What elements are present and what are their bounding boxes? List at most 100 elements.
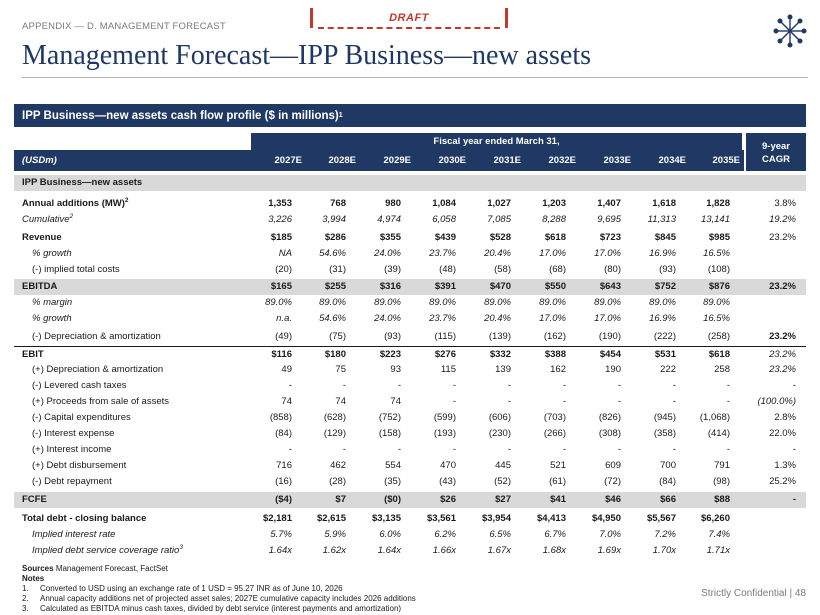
row-label: % margin [32, 297, 73, 308]
table-cell: 791 [714, 460, 730, 471]
table-cell: 609 [605, 460, 621, 471]
fiscal-year-header: Fiscal year ended March 31, [251, 133, 742, 150]
cagr-cell: 22.0% [769, 428, 796, 439]
table-cell: $985 [708, 232, 730, 243]
table-cell: (75) [329, 331, 346, 342]
table-cell: $876 [708, 281, 730, 292]
sources-label: Sources [22, 564, 54, 573]
section-footnote-ref: 1 [338, 112, 343, 119]
table-cell: $7 [335, 494, 346, 505]
row-label: Cumulative2 [22, 212, 74, 225]
table-cell: 16.5% [703, 248, 730, 259]
table-cell: $46 [605, 494, 621, 505]
table-cell: (16) [275, 476, 292, 487]
table-cell: 1.66x [432, 545, 456, 556]
footnote: 2. Annual capacity additions net of proje… [22, 594, 416, 604]
table-cell: $26 [440, 494, 456, 505]
draft-label: DRAFT [389, 12, 429, 24]
row-label: (+) Depreciation & amortization [32, 364, 164, 375]
table-cell: $223 [379, 349, 401, 360]
table-cell: 1.69x [597, 545, 621, 556]
cagr-header: 9-year CAGR [746, 133, 806, 171]
cagr-header-line1: 9-year [762, 141, 790, 152]
table-cell: 7.0% [599, 529, 621, 540]
table-cell: 1,828 [706, 198, 730, 209]
table-cell: - [726, 444, 730, 455]
footnote-text: Annual capacity additions net of project… [40, 594, 416, 603]
footnote-number: 3. [22, 604, 29, 613]
footnote-number: 2. [22, 594, 29, 603]
table-cell: (49) [275, 331, 292, 342]
table-cell: $180 [324, 349, 346, 360]
table-row: EBIT $116 $180 $223 $276 $332 $388 $454 $531 $618… [14, 346, 806, 362]
table-cell: 89.0% [374, 297, 401, 308]
table-cell: (20) [275, 264, 292, 275]
table-cell: - [452, 396, 456, 407]
table-row: Annual additions (MW)2 1,353 768 980 1,084 1,… [14, 196, 806, 212]
table-cell: $316 [379, 281, 401, 292]
table-cell: 716 [276, 460, 292, 471]
column-header-row: (USDm) 2027E 2028E 2029E 2030E 2031E 2032E 203… [14, 150, 744, 171]
row-label: (+) Debt disbursement [32, 460, 127, 471]
table-cell: (190) [598, 331, 621, 342]
table-row: EBITDA $165 $255 $316 $391 $470 $550 $643 $752 $8… [14, 279, 806, 295]
table-cell: 89.0% [649, 297, 676, 308]
table-cell: $27 [495, 494, 511, 505]
year-header-2028E: 2028E [328, 155, 356, 166]
table-cell: $165 [270, 281, 292, 292]
table-cell: 16.5% [703, 313, 730, 324]
table-cell: 1.67x [487, 545, 511, 556]
table-cell: 162 [550, 364, 566, 375]
page-title: Management Forecast—IPP Business—new ass… [22, 40, 591, 71]
year-header-2031E: 2031E [493, 155, 521, 166]
table-cell: 1,084 [432, 198, 456, 209]
footnote-number: 1. [22, 584, 29, 593]
table-row: % growth NA 54.6% 24.0% 23.7% 20.4% 17.0% 17.0%… [14, 246, 806, 262]
table-cell: $470 [489, 281, 511, 292]
table-cell: (139) [488, 331, 511, 342]
year-header-2034E: 2034E [658, 155, 686, 166]
table-cell: $391 [434, 281, 456, 292]
table-cell: 462 [330, 460, 346, 471]
cagr-cell: 25.2% [769, 476, 796, 487]
table-cell: - [452, 444, 456, 455]
table-cell: (599) [433, 412, 456, 423]
cagr-cell: - [792, 444, 796, 455]
table-cell: $3,954 [481, 513, 511, 524]
table-cell: (414) [707, 428, 730, 439]
cagr-cell: - [792, 380, 796, 391]
table-cell: $723 [599, 232, 621, 243]
year-header-2027E: 2027E [274, 155, 302, 166]
table-cell: $2,181 [262, 513, 292, 524]
table-cell: 1.64x [268, 545, 292, 556]
table-cell: 5.7% [270, 529, 292, 540]
table-cell: - [726, 396, 730, 407]
table-cell: - [507, 396, 511, 407]
row-label: (-) Interest expense [32, 428, 115, 439]
table-cell: (162) [543, 331, 566, 342]
table-cell: (93) [659, 264, 676, 275]
table-cell: 1.70x [652, 545, 676, 556]
table-cell: $41 [550, 494, 566, 505]
table-cell: ($0) [384, 494, 401, 505]
table-cell: - [617, 380, 621, 391]
table-cell: 17.0% [539, 313, 566, 324]
table-cell: (84) [659, 476, 676, 487]
table-cell: 521 [550, 460, 566, 471]
table-cell: 5.9% [324, 529, 346, 540]
table-cell: 16.9% [649, 248, 676, 259]
table-cell: $4,413 [536, 513, 566, 524]
table-cell: $388 [544, 349, 566, 360]
table-cell: 445 [495, 460, 511, 471]
table-cell: $531 [654, 349, 676, 360]
table-cell: (308) [598, 428, 621, 439]
table-cell: - [342, 444, 346, 455]
table-cell: (752) [378, 412, 401, 423]
table-cell: 6,058 [432, 214, 456, 225]
section-title-bar: IPP Business—new assets cash flow profil… [14, 104, 806, 127]
table-cell: $255 [324, 281, 346, 292]
table-cell: (193) [433, 428, 456, 439]
table-row: Total debt - closing balance $2,181 $2,615… [14, 511, 806, 527]
row-label: Implied debt service coverage ratio3 [32, 543, 183, 556]
table-cell: (945) [653, 412, 676, 423]
